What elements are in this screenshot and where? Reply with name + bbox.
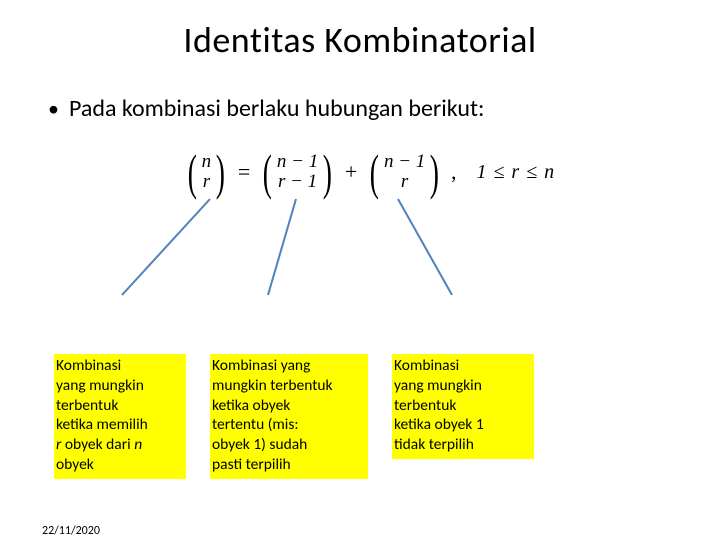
binom-term2: ( n − 1 r ) <box>366 149 443 195</box>
binom-lhs: ( n r ) <box>184 149 229 195</box>
line-to-box1 <box>122 199 210 295</box>
box-2: Kombinasi yang mungkin terbentuk ketika … <box>210 354 368 479</box>
explanation-boxes: Kombinasi yang mungkin terbentuk ketika … <box>54 354 534 479</box>
comma: , <box>449 159 471 185</box>
line-to-box3 <box>398 199 452 295</box>
equals: = <box>235 159 253 185</box>
bullet-marker: • <box>48 98 59 120</box>
line-to-box2 <box>268 199 296 295</box>
box-3: Kombinasi yang mungkin terbentuk ketika … <box>392 354 534 459</box>
formula: ( n r ) = ( n − 1 r − 1 ) + ( n − 1 r ) … <box>184 149 555 195</box>
bullet-line: • Pada kombinasi berlaku hubungan beriku… <box>48 94 720 123</box>
plus: + <box>342 159 360 185</box>
bullet-text: Pada kombinasi berlaku hubungan berikut: <box>69 94 484 123</box>
box-1: Kombinasi yang mungkin terbentuk ketika … <box>54 354 186 479</box>
footer-date: 22/11/2020 <box>42 524 100 538</box>
binom-term1: ( n − 1 r − 1 ) <box>259 149 336 195</box>
condition: 1 ≤ r ≤ n <box>476 161 555 184</box>
formula-area: ( n r ) = ( n − 1 r − 1 ) + ( n − 1 r ) … <box>0 147 720 227</box>
slide-title: Identitas Kombinatorial <box>0 18 720 62</box>
